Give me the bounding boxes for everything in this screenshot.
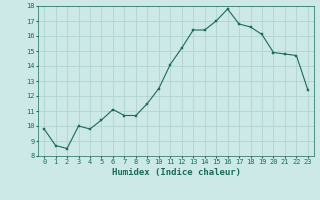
X-axis label: Humidex (Indice chaleur): Humidex (Indice chaleur) xyxy=(111,168,241,177)
